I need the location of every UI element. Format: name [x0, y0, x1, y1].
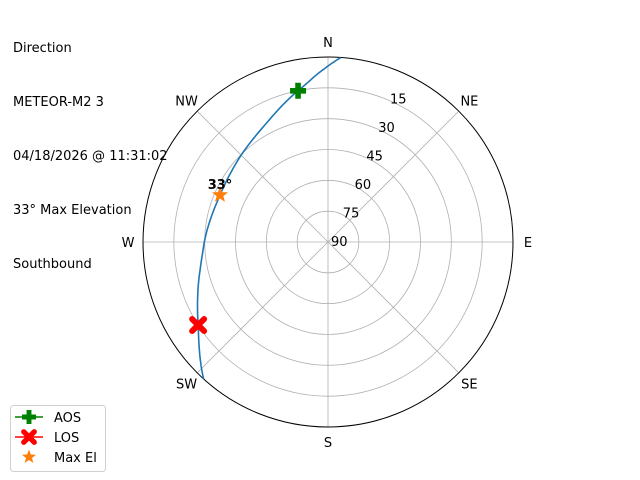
title-line-2: METEOR-M2 3 [13, 95, 104, 110]
legend: AOS LOS Max El [10, 405, 106, 472]
direction-label-n: N [323, 36, 333, 51]
outer-ring [142, 56, 514, 428]
radial-tick-label: 15 [390, 93, 407, 108]
title-line-1: Direction [13, 41, 72, 56]
pass-track [196, 56, 342, 380]
grid-spoke [327, 110, 460, 243]
direction-label-sw: SW [176, 377, 197, 392]
marker-max-el [212, 186, 228, 202]
title-line-4: 33° Max Elevation [13, 203, 132, 218]
radial-tick-label: 75 [343, 207, 360, 222]
axis-labels: 15 30 45 60 75 90 N NE E SE S SW W NW [122, 36, 533, 451]
marker-aos [290, 82, 307, 99]
legend-marker-los [21, 429, 37, 445]
grid-spoke [196, 110, 329, 243]
grid-spoke [196, 241, 329, 374]
legend-marker-aos [22, 410, 36, 424]
radial-tick-label: 45 [366, 150, 383, 165]
legend-label: AOS [54, 411, 81, 426]
max-elevation-annotation: 33° [208, 178, 233, 193]
grid-spoke [327, 241, 460, 374]
marker-los-stroke [189, 316, 208, 335]
title-line-5: Southbound [13, 257, 92, 272]
legend-marker-los-stroke [21, 429, 37, 445]
radial-tick-label: 60 [355, 178, 372, 193]
direction-label-ne: NE [460, 95, 478, 110]
radial-tick-label: 30 [378, 121, 395, 136]
direction-label-se: SE [461, 377, 477, 392]
legend-label: Max El [54, 451, 97, 466]
plot-area: 33° [189, 56, 342, 380]
title-line-3: 04/18/2026 @ 11:31:02 [13, 149, 168, 164]
direction-label-w: W [122, 236, 135, 251]
direction-label-e: E [524, 236, 532, 251]
legend-label: LOS [54, 431, 79, 446]
direction-label-nw: NW [175, 95, 198, 110]
direction-label-s: S [324, 436, 332, 451]
chart-title: Direction METEOR-M2 3 04/18/2026 @ 11:31… [13, 4, 168, 292]
grid [142, 56, 514, 428]
legend-marker-max-el [22, 449, 36, 463]
radial-tick-label: 90 [331, 235, 348, 250]
marker-los [189, 316, 208, 335]
